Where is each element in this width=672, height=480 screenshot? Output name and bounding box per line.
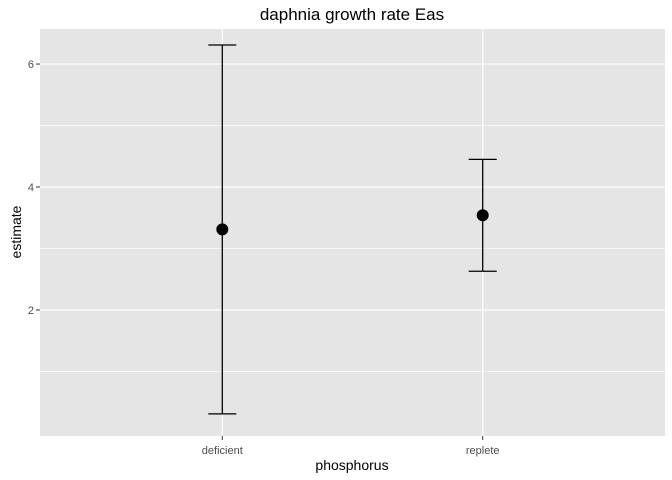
plot-panel: [40, 29, 665, 436]
point-deficient: [216, 223, 229, 236]
x-axis: deficient replete: [202, 436, 500, 457]
y-tick-label: 6: [28, 59, 34, 71]
data-marks: [208, 44, 497, 415]
y-tick-label: 2: [28, 305, 34, 317]
y-axis: 2 4 6: [28, 59, 40, 317]
point-replete: [476, 209, 489, 222]
minor-gridlines: [40, 125, 665, 372]
x-axis-title: phosphorus: [315, 457, 388, 473]
x-tick-label: deficient: [202, 445, 243, 457]
chart-title: daphnia growth rate Eas: [260, 5, 444, 24]
y-tick-label: 4: [28, 182, 34, 194]
y-axis-title: estimate: [8, 205, 24, 258]
x-tick-label: replete: [466, 445, 500, 457]
